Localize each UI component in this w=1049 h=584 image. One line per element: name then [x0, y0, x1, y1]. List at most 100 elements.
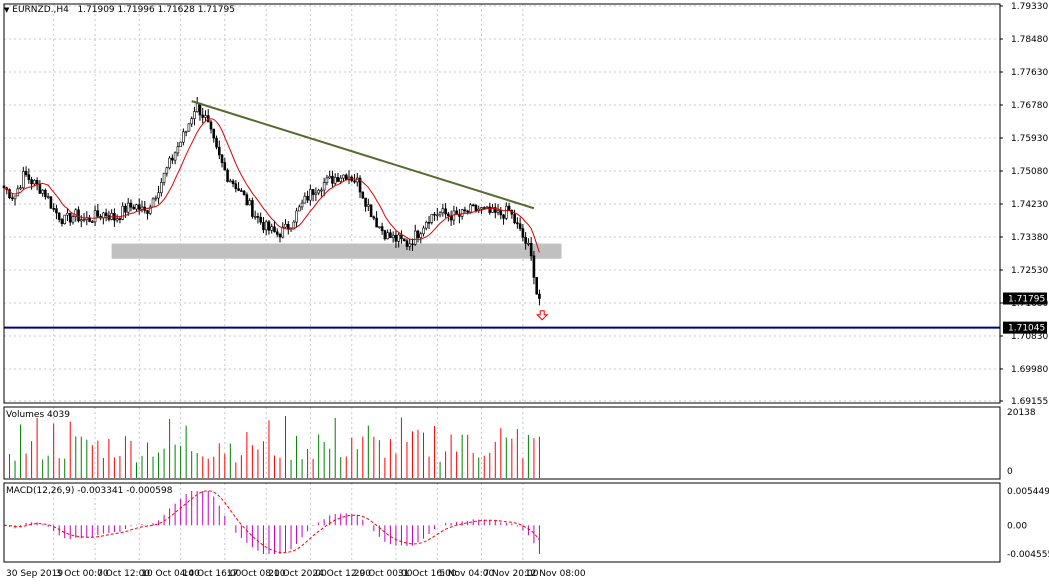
candle-body: [229, 180, 232, 183]
volume-bars: [3, 416, 540, 478]
candle-body: [22, 171, 25, 189]
candle-body: [60, 219, 64, 225]
candle-body: [518, 223, 522, 229]
candle-body: [306, 195, 309, 201]
candle-body: [427, 222, 431, 224]
candle-body: [190, 118, 193, 125]
candle-body: [485, 206, 489, 209]
candle-body: [49, 196, 53, 209]
time-label-6: 21 Oct 20:00: [268, 569, 327, 579]
macd-axis-label-2: -0.004555: [1007, 550, 1049, 560]
candle-body: [79, 219, 83, 222]
candle-body: [474, 205, 478, 211]
candle-body: [137, 204, 141, 210]
support-zone: [111, 243, 562, 259]
time-label-8: 29 Oct 00:00: [354, 569, 413, 579]
candle-body: [322, 182, 326, 191]
candle-body: [168, 157, 171, 169]
candle-body: [532, 255, 536, 278]
candle-body: [77, 209, 80, 222]
candle-body: [35, 180, 39, 185]
candle-body: [535, 277, 538, 295]
candle-body: [505, 205, 508, 219]
candle-body: [273, 226, 276, 233]
candle-body: [212, 128, 216, 139]
candle-body: [201, 114, 205, 118]
candle-body: [16, 188, 20, 197]
candle-body: [267, 221, 271, 231]
candle-body: [115, 218, 119, 221]
candle-body: [176, 146, 180, 154]
candle-body: [295, 210, 298, 223]
candle-body: [466, 210, 469, 213]
candle-body: [331, 175, 334, 184]
candle-body: [251, 200, 254, 217]
candle-body: [353, 180, 356, 183]
candle-body: [104, 212, 108, 216]
candle-body: [275, 231, 279, 235]
candle-body: [469, 204, 472, 213]
candle-body: [529, 242, 533, 257]
candle-body: [248, 200, 251, 206]
price-tick-label-11: 1.69980: [1011, 365, 1048, 375]
price-tick-label-10: 1.70830: [1011, 332, 1048, 342]
candle-body: [68, 212, 72, 223]
price-candles: [2, 97, 541, 306]
candle-body: [226, 169, 229, 182]
time-label-4: 14 Oct 16:00: [183, 569, 242, 579]
close-value: 1.71795: [197, 5, 235, 15]
volume-axis-label-1: 0: [1007, 467, 1013, 477]
symbol-label: EURNZD.,H4: [12, 5, 69, 15]
hline-price-label: 1.71045: [1008, 324, 1045, 334]
candle-body: [402, 238, 406, 242]
macd-signal-line: [3, 490, 540, 554]
sell-arrow-icon: [535, 310, 549, 321]
candle-body: [386, 232, 389, 240]
candle-body: [344, 174, 348, 181]
volume-axis-label-0: 20138: [1007, 408, 1036, 418]
candle-body: [411, 243, 414, 246]
price-tick-label-5: 1.75080: [1011, 167, 1048, 177]
candle-body: [342, 174, 345, 179]
candle-body: [57, 212, 61, 220]
candle-body: [309, 189, 312, 201]
candle-body: [438, 212, 442, 216]
candle-body: [173, 152, 177, 161]
panel-frames: [3, 3, 1001, 563]
candle-body: [215, 137, 218, 148]
time-label-3: 10 Oct 04:00: [141, 569, 200, 579]
time-label-5: 17 Oct 08:00: [227, 569, 286, 579]
candle-body: [482, 207, 486, 209]
price-tick-label-8: 1.72530: [1011, 266, 1048, 276]
header-triangle-icon: ▼: [4, 6, 10, 14]
candle-body: [383, 230, 387, 240]
candle-body: [30, 179, 33, 185]
candle-body: [358, 177, 362, 193]
candle-body: [46, 196, 50, 198]
macd-title: MACD(12,26,9) -0.003341 -0.000598: [6, 486, 173, 496]
candle-body: [286, 224, 290, 230]
candle-body: [88, 217, 91, 222]
candle-body: [93, 210, 97, 223]
candle-body: [204, 115, 207, 118]
candle-body: [270, 226, 274, 231]
candle-body: [154, 197, 158, 200]
chart-header: ▼ EURNZD.,H4 1.71909 1.71996 1.71628 1.7…: [4, 5, 235, 15]
candle-body: [436, 214, 439, 217]
time-label-11: 7 Nov 20:00: [483, 569, 538, 579]
candle-body: [521, 228, 525, 238]
price-tick-label-4: 1.75930: [1011, 134, 1048, 144]
candle-body: [33, 180, 36, 185]
candle-body: [234, 183, 238, 189]
price-tick-label-2: 1.77630: [1011, 68, 1048, 78]
trendline[interactable]: [191, 100, 535, 210]
macd-axis-label-1: 0.00: [1007, 521, 1027, 531]
candle-body: [209, 121, 213, 130]
candle-body: [259, 216, 262, 223]
current-price-label-bg: [1003, 292, 1047, 305]
panel-frame-3: [3, 482, 1001, 563]
candle-body: [71, 216, 75, 223]
candle-body: [223, 162, 227, 171]
candle-body: [397, 234, 400, 242]
